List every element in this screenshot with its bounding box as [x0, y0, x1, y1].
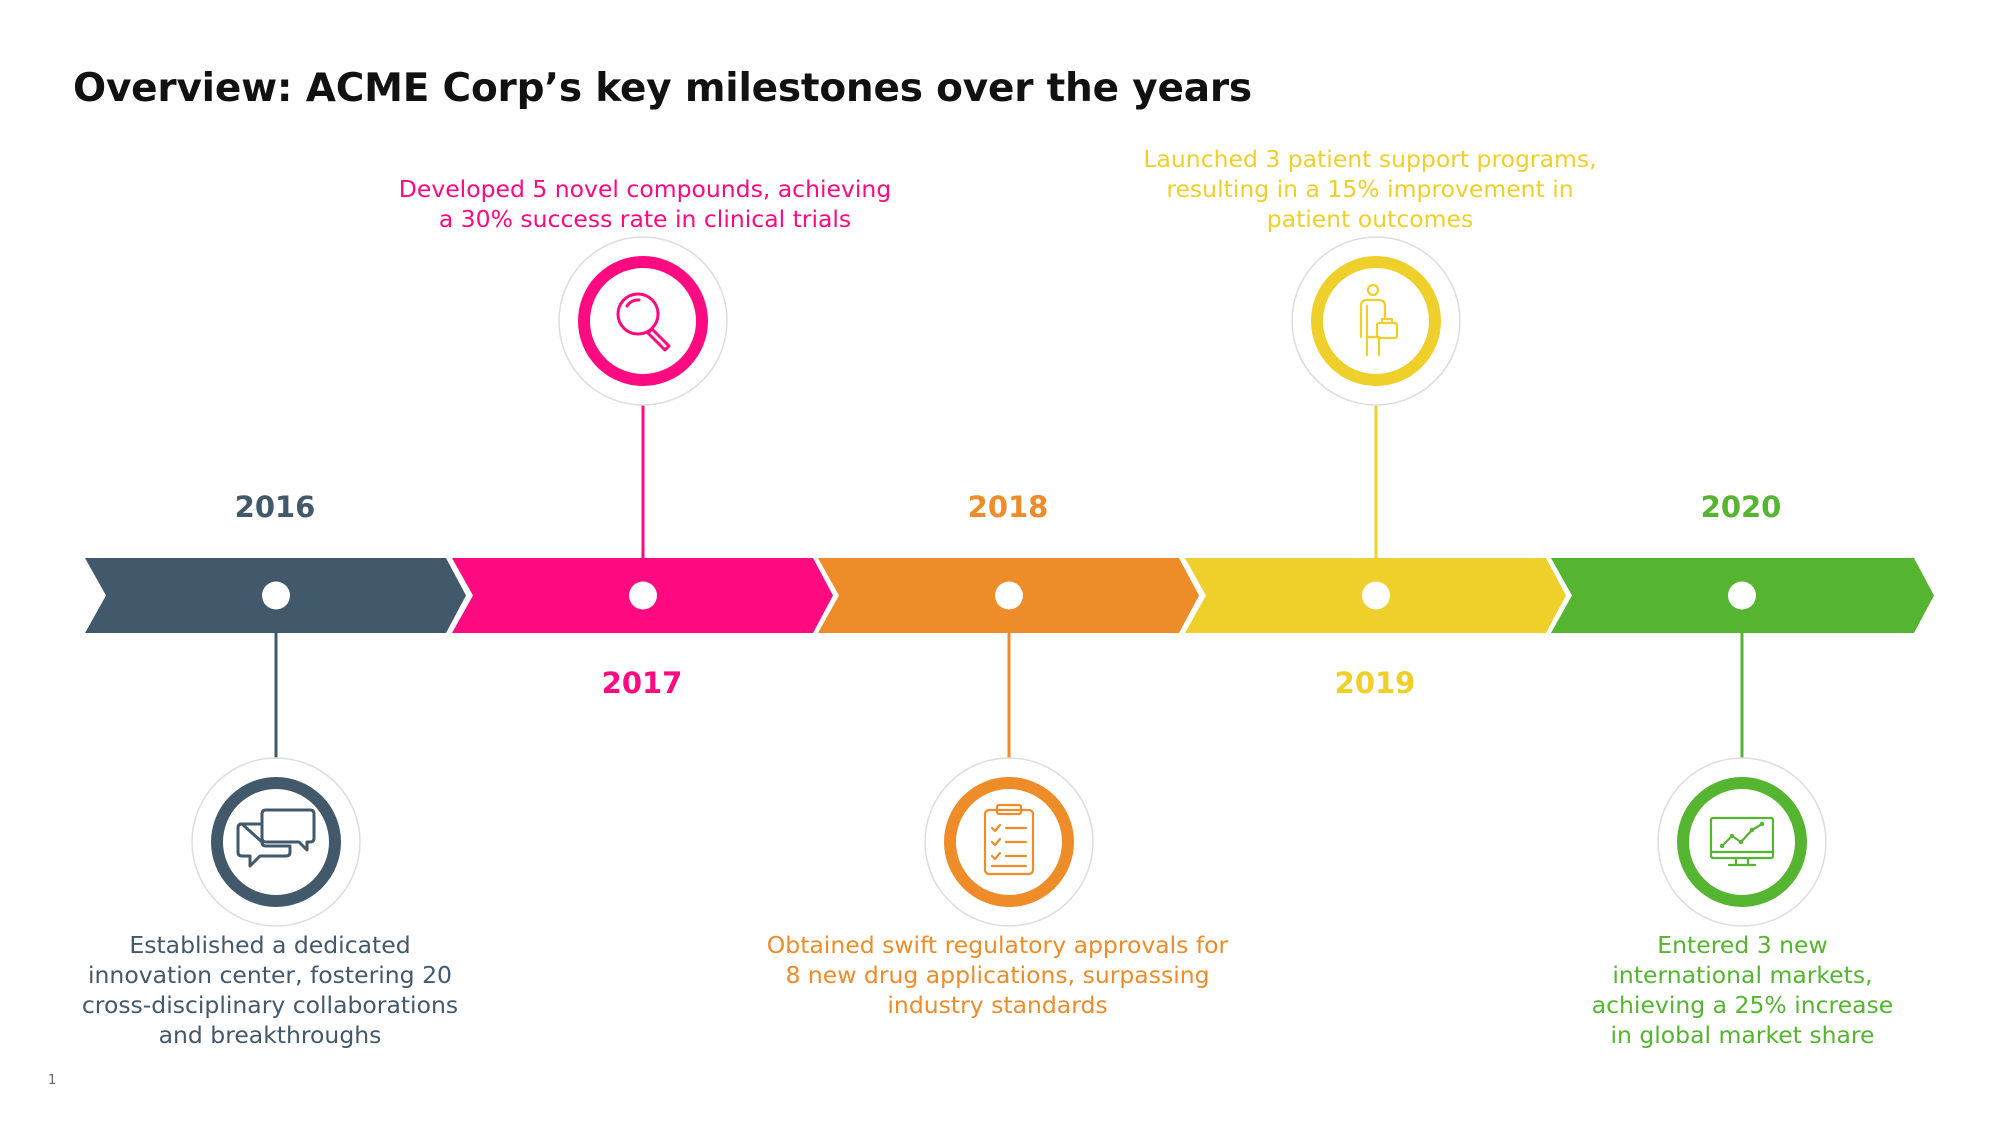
monitor-chart-icon: [1709, 816, 1775, 867]
milestone-badge-2017: [558, 236, 728, 406]
timeline-marker-2017: [629, 581, 657, 610]
milestone-description-2018: Obtained swift regulatory approvals for …: [766, 931, 1229, 1019]
timeline-marker-2018: [995, 581, 1023, 610]
timeline-marker-2020: [1728, 581, 1756, 610]
timeline-connectors: [274, 405, 1744, 758]
magnifier-icon: [616, 292, 671, 352]
timeline-marker-2016: [262, 581, 290, 610]
milestone-badge-2018: [924, 757, 1094, 927]
milestone-description-2020: Entered 3 new international markets, ach…: [1591, 931, 1894, 1049]
timeline-marker-2019: [1362, 581, 1390, 610]
milestone-description-2016: Established a dedicated innovation cente…: [81, 931, 459, 1049]
year-label-2018: 2018: [967, 490, 1049, 524]
timeline-markers: [262, 581, 1756, 610]
milestone-description-2017: Developed 5 novel compounds, achieving a…: [398, 175, 892, 233]
milestone-description-2019: Launched 3 patient support programs, res…: [1143, 145, 1597, 233]
milestone-icon-badges: [191, 236, 1827, 927]
milestone-badge-2019: [1291, 236, 1461, 406]
year-label-2017: 2017: [601, 666, 683, 700]
chat-bubbles-icon: [236, 808, 316, 868]
page-number: 1: [48, 1073, 57, 1088]
person-with-briefcase-icon: [1359, 283, 1399, 357]
year-label-2020: 2020: [1700, 490, 1782, 524]
badge-colored-ring: [1311, 256, 1441, 386]
year-label-2019: 2019: [1334, 666, 1416, 700]
badge-colored-ring: [578, 256, 708, 386]
year-label-2016: 2016: [234, 490, 316, 524]
milestone-badge-2020: [1657, 757, 1827, 927]
milestone-badge-2016: [191, 757, 361, 927]
slide-title: Overview: ACME Corp’s key milestones ove…: [73, 66, 1252, 111]
clipboard-checklist-icon: [983, 803, 1035, 876]
